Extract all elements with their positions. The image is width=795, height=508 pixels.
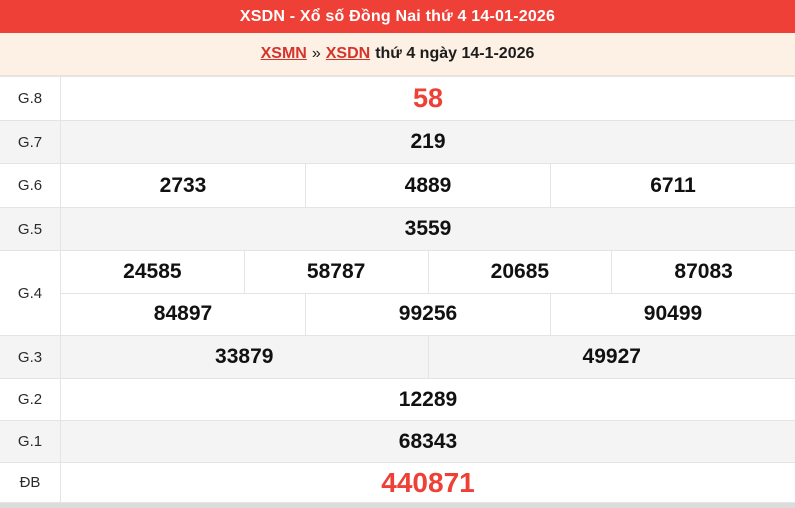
prize-label: ĐB — [0, 463, 61, 502]
prize-row-g2: G.2 12289 — [0, 378, 795, 420]
prize-number: 6711 — [650, 173, 696, 197]
prize-number: 4889 — [404, 173, 452, 197]
prize-number: 33879 — [215, 345, 274, 368]
bottom-divider — [0, 502, 795, 508]
prize-row-g7: G.7 219 — [0, 120, 795, 163]
prize-number: 20685 — [490, 259, 550, 283]
prize-number: 90499 — [643, 302, 703, 326]
prize-label: G.1 — [0, 421, 61, 462]
prize-label: G.8 — [0, 77, 61, 120]
prize-label: G.6 — [0, 164, 61, 207]
prize-number: 49927 — [582, 345, 641, 368]
prize-row-g6: G.6 2733 4889 6711 — [0, 163, 795, 207]
breadcrumb-separator: » — [311, 45, 321, 62]
prize-number: 2733 — [159, 173, 207, 197]
prize-number: 440871 — [381, 466, 475, 498]
page-title: XSDN - Xổ số Đồng Nai thứ 4 14-01-2026 — [239, 7, 556, 25]
prize-row-g1: G.1 68343 — [0, 420, 795, 462]
prize-label: G.5 — [0, 208, 61, 250]
prize-row-g4-line2: 84897 99256 90499 — [61, 292, 795, 335]
prize-number: 12289 — [398, 387, 458, 411]
prize-number: 58787 — [306, 259, 366, 283]
breadcrumb-link-xsmn[interactable]: XSMN — [260, 45, 307, 62]
prize-number: 3559 — [404, 217, 452, 240]
breadcrumb-link-xsdn[interactable]: XSDN — [325, 45, 371, 62]
prize-number: 84897 — [153, 302, 213, 326]
prize-number: 58 — [412, 83, 444, 113]
header-bar: XSDN - Xổ số Đồng Nai thứ 4 14-01-2026 — [0, 0, 795, 33]
prize-label: G.2 — [0, 379, 61, 420]
prize-row-g3: G.3 33879 49927 — [0, 335, 795, 378]
prize-row-db: ĐB 440871 — [0, 462, 795, 502]
breadcrumb-text: thứ 4 ngày 14-1-2026 — [375, 45, 535, 62]
prize-row-g8: G.8 58 — [0, 76, 795, 120]
prize-row-g4-line1: 24585 58787 20685 87083 — [61, 251, 795, 293]
prize-number: 87083 — [674, 259, 733, 283]
prize-row-g4: G.4 24585 58787 20685 87083 84897 99256 … — [0, 250, 795, 335]
results-table: G.8 58 G.7 219 G.6 2733 4889 6711 G.5 35… — [0, 76, 795, 502]
prize-label: G.4 — [0, 251, 61, 335]
prize-number: 68343 — [398, 429, 458, 453]
prize-label: G.3 — [0, 336, 61, 378]
prize-label: G.7 — [0, 121, 61, 163]
prize-number: 219 — [410, 130, 446, 153]
prize-number: 24585 — [123, 259, 182, 283]
prize-row-g5: G.5 3559 — [0, 207, 795, 250]
prize-number: 99256 — [398, 302, 458, 326]
breadcrumb: XSMN » XSDN thứ 4 ngày 14-1-2026 — [0, 33, 795, 76]
